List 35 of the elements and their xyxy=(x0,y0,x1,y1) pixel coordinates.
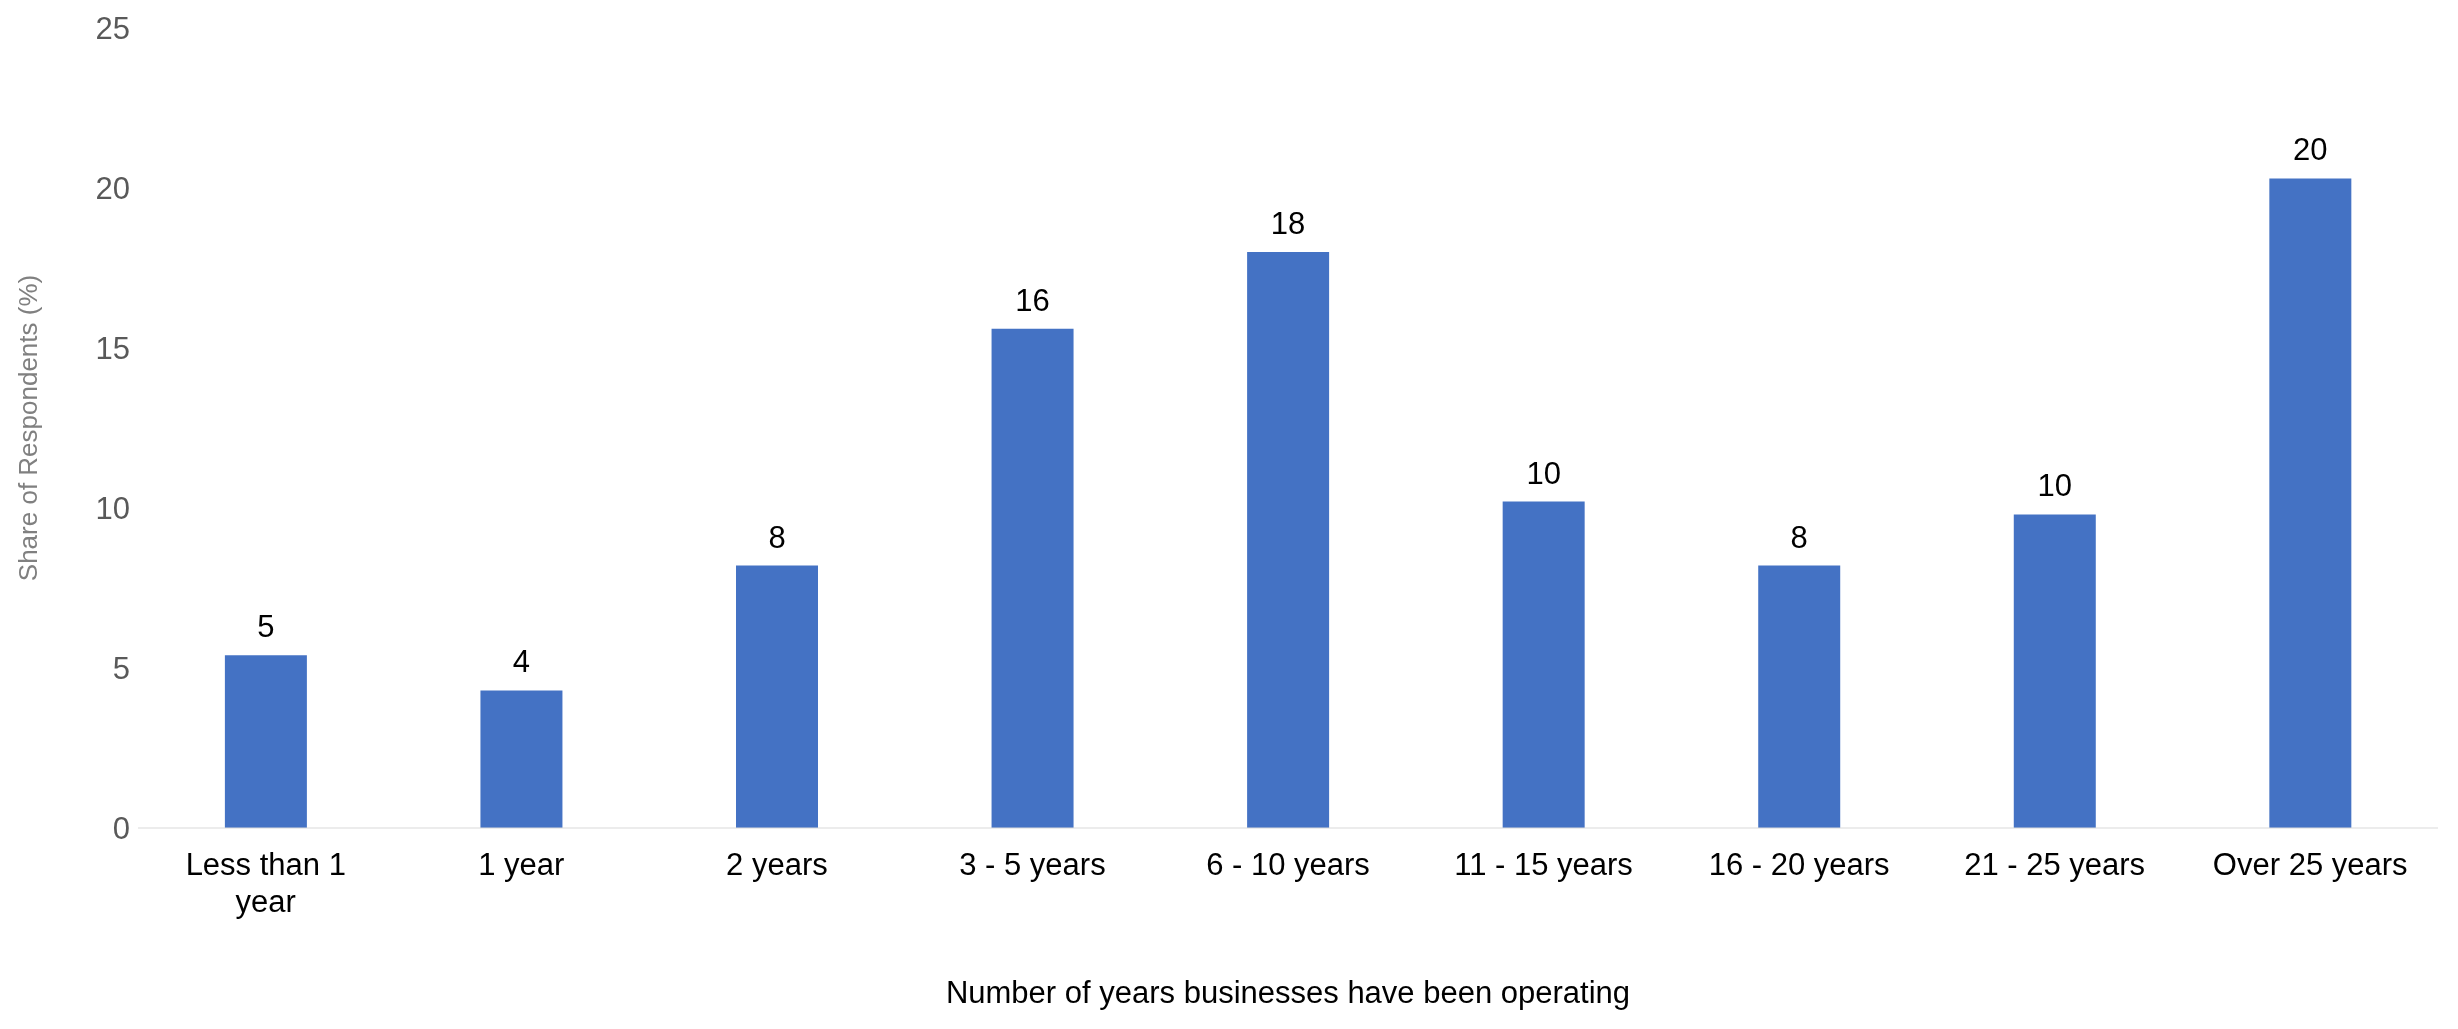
x-axis-title: Number of years businesses have been operating xyxy=(945,975,1631,1010)
bar xyxy=(736,565,818,828)
data-label: 16 xyxy=(1015,282,1050,318)
x-tick-label: 3 - 5 years xyxy=(959,847,1106,882)
y-axis-title: Share of Respondents (%) xyxy=(13,274,44,582)
bar xyxy=(2269,178,2352,828)
y-tick-label: 20 xyxy=(95,171,130,207)
x-tick-label: 16 - 20 years xyxy=(1708,847,1890,882)
x-tick-label: Over 25 years xyxy=(2212,847,2408,882)
x-tick-label: 1 year xyxy=(478,847,565,882)
data-label: 5 xyxy=(257,609,275,645)
bar xyxy=(480,690,563,828)
bar xyxy=(991,328,1074,828)
data-label: 18 xyxy=(1270,206,1306,241)
y-tick-label: 5 xyxy=(112,651,130,687)
x-tick-label: 21 - 25 years xyxy=(1964,847,2146,882)
data-label: 4 xyxy=(512,644,531,680)
y-tick-label: 25 xyxy=(95,11,130,47)
bar xyxy=(1247,252,1330,828)
bar xyxy=(2013,514,2096,828)
x-tick-label: Less than 1 year xyxy=(185,847,346,920)
bar xyxy=(224,655,307,828)
x-tick-label: 11 - 15 years xyxy=(1454,847,1633,882)
data-label: 8 xyxy=(1790,519,1808,555)
data-label: 10 xyxy=(1526,455,1561,491)
data-label: 20 xyxy=(2293,132,2328,168)
y-tick-label: 0 xyxy=(112,811,130,847)
bar xyxy=(1502,501,1585,828)
y-tick-label: 10 xyxy=(95,491,130,527)
data-label: 10 xyxy=(2037,468,2073,504)
x-tick-label: 6 - 10 years xyxy=(1206,847,1370,882)
y-tick-label: 15 xyxy=(95,331,130,367)
bar xyxy=(1758,565,1841,828)
x-tick-label: 2 years xyxy=(726,847,828,882)
data-label: 8 xyxy=(768,519,786,555)
